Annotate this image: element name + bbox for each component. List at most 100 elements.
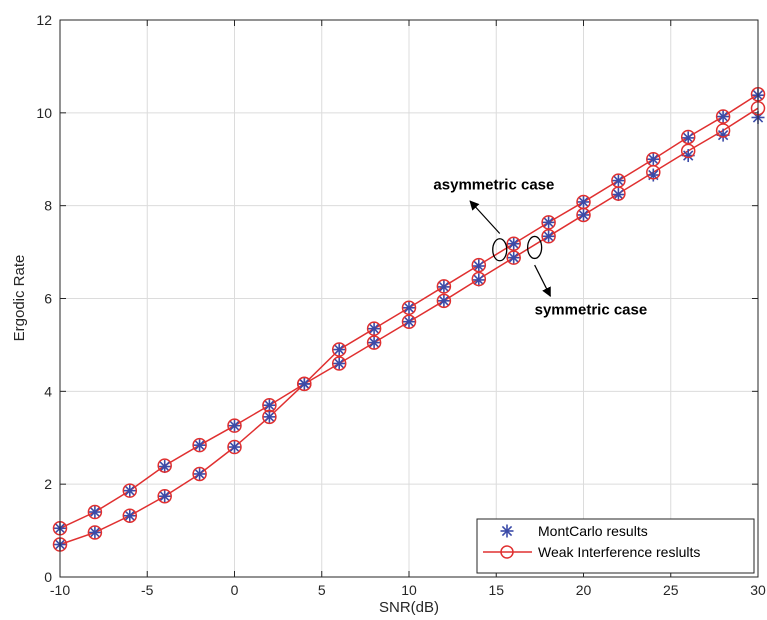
y-tick-label: 6 xyxy=(44,291,52,307)
star-stroke xyxy=(229,420,240,431)
star-stroke xyxy=(717,129,729,141)
curve-lower-montecarlo-point xyxy=(193,467,207,481)
curve-lower-weak-interference-point xyxy=(680,143,696,159)
curve-upper-montecarlo-point xyxy=(158,460,172,474)
star-stroke xyxy=(683,132,694,144)
curve-lower-weak-interference-point xyxy=(436,293,452,309)
curve-upper-weak-interference-point xyxy=(227,418,242,433)
curve-lower-weak-interference-point xyxy=(122,508,138,523)
curve-upper-weak-interference-point xyxy=(680,129,696,145)
star-stroke xyxy=(368,337,380,348)
star-stroke xyxy=(501,525,513,537)
y-tick-label: 12 xyxy=(36,12,52,28)
curve-upper-montecarlo-point xyxy=(228,419,241,433)
curve-lower-weak-interference-point xyxy=(541,229,556,244)
curve-lower-montecarlo-point xyxy=(262,410,276,424)
star-stroke xyxy=(648,154,659,165)
curve-upper-weak-interference-point xyxy=(366,321,382,336)
curve-upper-weak-interference-point xyxy=(715,109,731,124)
curve-upper-montecarlo-point xyxy=(646,152,660,166)
x-tick-label: 0 xyxy=(231,582,239,598)
star-stroke xyxy=(543,217,554,228)
star-stroke xyxy=(403,302,415,313)
curve-lower-montecarlo-point xyxy=(507,251,521,265)
star-stroke xyxy=(299,378,310,390)
y-tick-label: 4 xyxy=(44,383,52,399)
curve-upper-montecarlo-point xyxy=(332,343,346,357)
star-stroke xyxy=(368,323,380,334)
curve-lower-weak-interference-point xyxy=(331,356,347,371)
curve-lower-weak-interference-point xyxy=(471,271,487,287)
curve-lower-weak-interference-point xyxy=(576,207,591,223)
star-stroke xyxy=(194,440,205,451)
curve-lower-montecarlo-point xyxy=(123,509,137,523)
curve-lower-weak-interference-point xyxy=(262,409,277,425)
star-stroke xyxy=(334,358,345,369)
curve-upper-weak-interference-point xyxy=(87,504,103,520)
curve-lower-weak-interference-point xyxy=(646,164,661,180)
star-stroke xyxy=(438,281,450,293)
curve-upper-weak-interference-point xyxy=(436,279,452,294)
curve-lower-montecarlo-point xyxy=(542,229,556,243)
curve-lower-weak-interference-point xyxy=(715,123,731,138)
star-stroke xyxy=(89,527,101,538)
star-stroke xyxy=(334,344,345,355)
curve-lower-montecarlo-point xyxy=(437,294,451,308)
curve-upper-montecarlo-point xyxy=(472,259,486,273)
curve-upper-montecarlo-point xyxy=(681,131,695,145)
star-stroke xyxy=(124,485,135,496)
star-stroke xyxy=(473,274,484,286)
star-stroke xyxy=(159,461,170,472)
curve-lower-montecarlo-point xyxy=(332,356,346,370)
curve-lower-montecarlo-point xyxy=(297,377,311,391)
star-stroke xyxy=(89,506,101,518)
star-stroke xyxy=(229,441,240,453)
curve-lower-weak-interference-point xyxy=(297,376,312,392)
x-tick-label: -10 xyxy=(50,582,70,598)
grid-lines xyxy=(60,20,758,577)
asymmetric-case-ellipse xyxy=(492,238,508,262)
x-axis-label: SNR(dB) xyxy=(379,599,439,616)
curve-upper-montecarlo-point xyxy=(716,110,730,124)
curve-upper-weak-interference-point xyxy=(122,483,138,498)
symmetric-case-ellipse xyxy=(526,235,543,260)
star-stroke xyxy=(613,189,624,200)
curve-lower-montecarlo-point xyxy=(367,336,381,350)
star-stroke xyxy=(473,260,484,272)
star-stroke xyxy=(124,510,135,521)
x-tick-label: 15 xyxy=(488,582,504,598)
star-stroke xyxy=(438,295,450,306)
curve-upper-montecarlo-point xyxy=(123,484,137,498)
y-tick-label: 0 xyxy=(44,569,52,585)
curve-lower-weak-interference-point xyxy=(611,186,626,201)
star-stroke xyxy=(264,400,275,411)
star-stroke xyxy=(508,252,519,263)
asymmetric-case-label: asymmetric case xyxy=(433,176,554,193)
curve-upper-weak-interference-point xyxy=(192,437,207,453)
x-tick-label: 30 xyxy=(750,582,766,598)
curve-lower-weak-interference-point xyxy=(87,525,103,540)
curve-upper-weak-interference-point xyxy=(331,342,347,357)
star-stroke xyxy=(403,316,415,327)
legend-weak-interference-label: Weak Interference reslults xyxy=(538,544,700,560)
y-axis-label: Ergodic Rate xyxy=(11,255,28,342)
curve-upper-montecarlo-point xyxy=(507,237,521,251)
curve-lower-weak-interference-point xyxy=(227,439,242,455)
curve-upper-montecarlo-point xyxy=(367,322,381,336)
curve-lower-montecarlo-point xyxy=(402,315,416,329)
star-stroke xyxy=(683,150,694,161)
legend: MontCarlo results Weak Interference resl… xyxy=(476,518,755,574)
curve-upper-weak-interference-point xyxy=(401,300,417,316)
curve-upper-montecarlo-point xyxy=(577,195,590,209)
star-stroke xyxy=(508,238,519,249)
y-tick-label: 10 xyxy=(36,105,52,121)
star-stroke xyxy=(578,209,589,221)
star-stroke xyxy=(717,111,729,122)
star-stroke xyxy=(194,468,205,480)
star-stroke xyxy=(543,231,554,242)
legend-montecarlo-marker xyxy=(500,524,514,538)
star-stroke xyxy=(264,411,275,423)
legend-montecarlo-label: MontCarlo results xyxy=(538,523,648,539)
curve-lower-weak-interference-point xyxy=(192,466,207,482)
y-tick-label: 2 xyxy=(44,476,52,492)
